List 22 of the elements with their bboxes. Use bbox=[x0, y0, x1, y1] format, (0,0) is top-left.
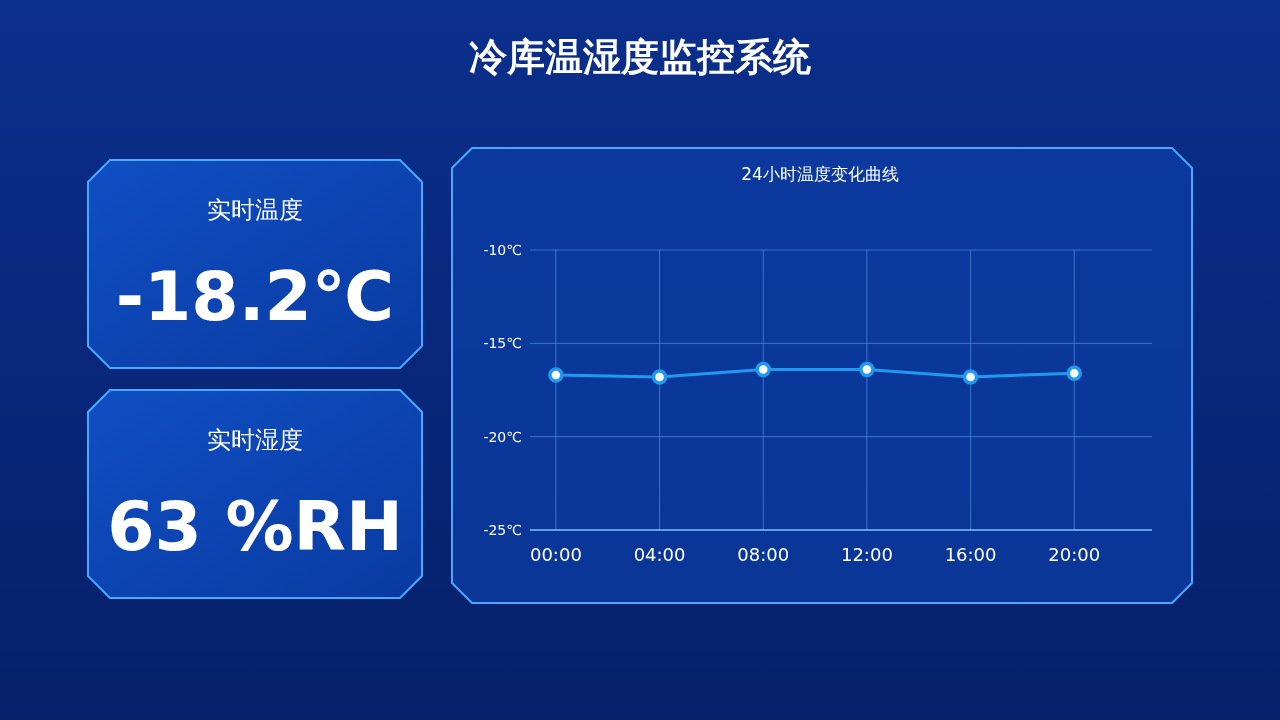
y-tick-label: -25℃ bbox=[483, 522, 522, 538]
point bbox=[859, 361, 875, 378]
text: -18.2℃ bbox=[115, 257, 395, 336]
point bbox=[651, 369, 668, 385]
y-tick-label: -15℃ bbox=[483, 335, 522, 352]
text: 实时湿度 bbox=[207, 426, 303, 454]
point bbox=[962, 369, 979, 385]
x-tick-label: 20:00 bbox=[1048, 544, 1101, 565]
y-tick-label: -20℃ bbox=[483, 428, 522, 445]
point bbox=[548, 367, 564, 383]
text: 冷库温湿度监控系统 bbox=[469, 35, 811, 79]
x-tick-label: 12:00 bbox=[840, 544, 893, 565]
text: 63 %RH bbox=[107, 487, 403, 566]
y-tick-label: -10℃ bbox=[483, 242, 522, 258]
point bbox=[1066, 365, 1082, 381]
point bbox=[755, 361, 771, 378]
chart-title: 24小时温度变化曲线 bbox=[741, 164, 899, 184]
x-tick-label: 00:00 bbox=[529, 544, 582, 565]
x-tick-label: 16:00 bbox=[944, 544, 997, 565]
x-tick-label: 04:00 bbox=[633, 544, 686, 565]
x-tick-label: 08:00 bbox=[737, 544, 790, 565]
text: 实时温度 bbox=[207, 196, 303, 224]
